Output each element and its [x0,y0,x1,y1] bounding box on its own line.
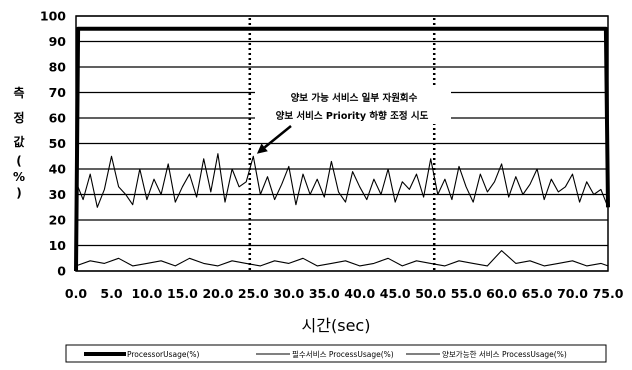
x-tick-label: 15.0 [167,286,198,301]
y-tick-label: 90 [49,34,67,49]
x-tick-label: 45.0 [380,286,411,301]
plot-frame [75,15,609,272]
series-line-1 [74,26,610,272]
annotation-arrowhead [256,143,268,154]
y-tick-label: 80 [49,60,67,75]
grid-lines [76,15,608,272]
x-tick-label: 50.0 [415,286,446,301]
annotation: 양보 가능 서비스 일부 자원회수 양보 서비스 Priority 하향 조정 … [255,88,451,154]
legend-label-yieldable: 양보가능한 서비스 ProcessUsage(%) [442,350,567,359]
series-line-3 [75,250,609,267]
y-tick-label: 30 [49,187,67,202]
x-tick-label: 55.0 [451,286,482,301]
x-tick-label: 5.0 [100,286,122,301]
y-axis-label-char: ) [16,186,21,200]
y-axis-label: 측정값 (%) [13,85,25,200]
series-lines [74,26,610,272]
y-axis-label-char: 정 [13,110,24,125]
series-line-2 [75,153,609,208]
x-tick-label: 25.0 [238,286,269,301]
x-tick-label: 0.0 [65,286,87,301]
x-tick-label: 10.0 [132,286,163,301]
legend-label-processor: ProcessorUsage(%) [127,350,200,359]
y-axis-label-char: 측 [13,85,24,100]
y-tick-label: 0 [57,264,66,279]
y-tick-label: 20 [49,213,67,228]
legend-box [65,344,607,363]
x-axis-label: 시간(sec) [302,316,371,335]
x-tick-label: 35.0 [309,286,340,301]
annotation-line-2: 양보 서비스 Priority 하향 조정 시도 [276,110,429,122]
x-tick-label: 70.0 [557,286,588,301]
y-tick-label: 70 [49,85,67,100]
y-tick-label: 10 [49,238,67,253]
x-tick-label: 40.0 [344,286,375,301]
x-axis-ticks: 0.0 5.0 10.0 15.0 20.0 25.0 30.0 35.0 40.0 45.0 50… [65,286,624,301]
y-axis-label-char: ( [16,154,21,168]
x-tick-label: 60.0 [486,286,517,301]
x-tick-label: 65.0 [522,286,553,301]
marker-lines [248,18,436,271]
legend-label-essential: 필수서비스 ProcessUsage(%) [292,349,394,359]
x-tick-label: 20.0 [202,286,233,301]
y-axis-ticks: 0 10 20 30 40 50 60 70 80 90 100 [40,9,66,279]
x-tick-label: 30.0 [273,286,304,301]
y-tick-label: 50 [49,136,67,151]
y-tick-label: 60 [49,111,67,126]
y-tick-label: 100 [40,9,66,24]
y-axis-label-char: 값 [13,135,24,149]
legend: ProcessorUsage(%) 필수서비스 ProcessUsage(%) … [65,344,607,363]
y-tick-label: 40 [49,162,67,177]
annotation-arrow [263,125,292,149]
annotation-line-1: 양보 가능 서비스 일부 자원회수 [291,92,418,104]
x-tick-label: 75.0 [593,286,624,301]
annotation-box [255,88,451,124]
y-axis-label-char: % [13,170,25,184]
